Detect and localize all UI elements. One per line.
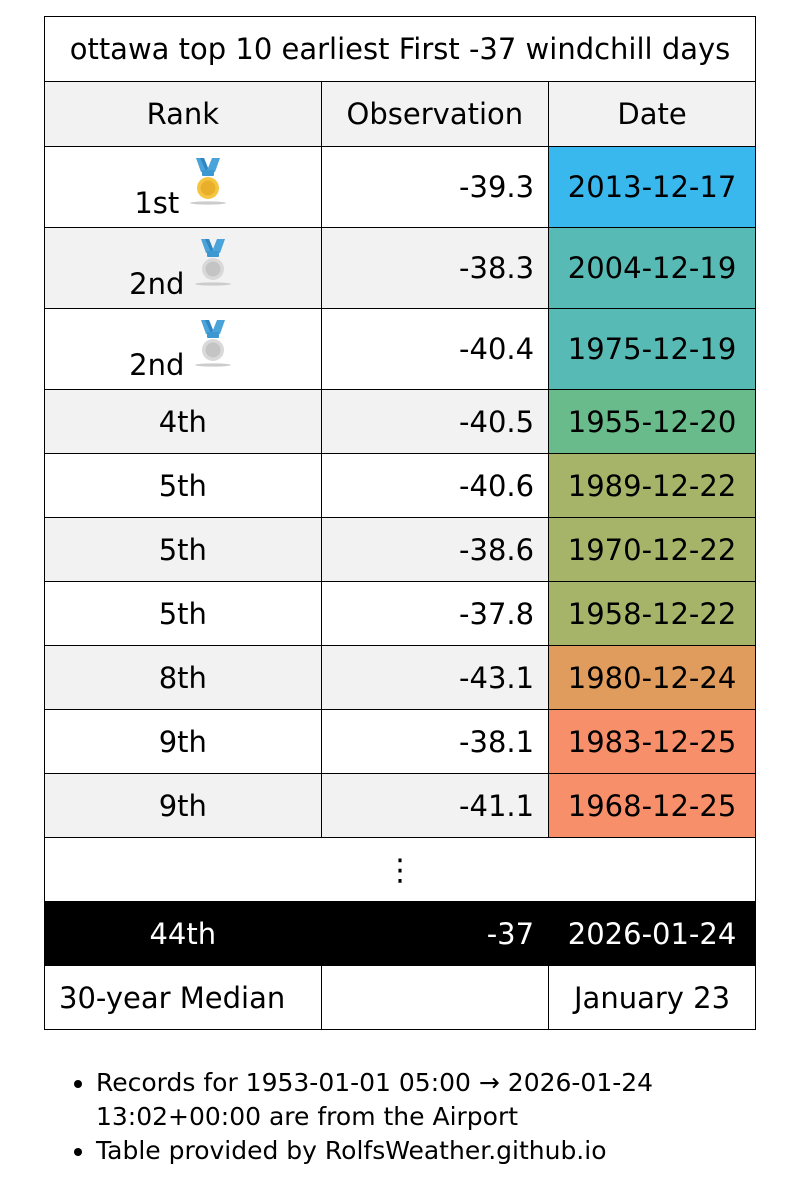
observation-cell: -43.1 xyxy=(320,645,550,710)
table-row: 1st -39.3 2013-12-17 xyxy=(44,146,756,228)
table-row: 8th -43.1 1980-12-24 xyxy=(44,645,756,710)
date-cell: 1968-12-25 xyxy=(548,773,756,838)
gold-medal-icon xyxy=(185,156,231,206)
observation-cell: -38.3 xyxy=(320,227,550,309)
observation-cell: -40.6 xyxy=(320,453,550,518)
date-cell: 1980-12-24 xyxy=(548,645,756,710)
rank-label: 2nd xyxy=(129,267,185,301)
header-observation: Observation xyxy=(320,81,550,147)
rank-label: 2nd xyxy=(129,348,185,382)
median-label: 30-year Median xyxy=(44,965,322,1030)
rank-cell: 9th xyxy=(44,709,322,774)
observation-cell: -38.1 xyxy=(320,709,550,774)
table-header-row: Rank Observation Date xyxy=(44,81,756,147)
table-title: ottawa top 10 earliest First -37 windchi… xyxy=(44,16,756,82)
rank-cell: 2nd xyxy=(44,308,322,390)
table-row: 9th -41.1 1968-12-25 xyxy=(44,773,756,838)
rank-cell: 8th xyxy=(44,645,322,710)
silver-medal-icon xyxy=(190,237,236,287)
median-observation xyxy=(320,965,550,1030)
table-row: 4th -40.5 1955-12-20 xyxy=(44,389,756,454)
observation-cell: -39.3 xyxy=(320,146,550,228)
date-cell: 2013-12-17 xyxy=(548,146,756,228)
observation-cell: -38.6 xyxy=(320,517,550,582)
date-cell: 1975-12-19 xyxy=(548,308,756,390)
table-body: 1st -39.3 2013-12-17 2nd -38.3 2004-12-19 2nd -… xyxy=(44,146,756,838)
median-date: January 23 xyxy=(548,965,756,1030)
median-row: 30-year Median January 23 xyxy=(44,965,756,1030)
date-cell: 2004-12-19 xyxy=(548,227,756,309)
table-row: 2nd -38.3 2004-12-19 xyxy=(44,227,756,309)
table-row: 2nd -40.4 1975-12-19 xyxy=(44,308,756,390)
observation-cell: -37.8 xyxy=(320,581,550,646)
date-cell: 1989-12-22 xyxy=(548,453,756,518)
observation-cell: -40.4 xyxy=(320,308,550,390)
date-cell: 1983-12-25 xyxy=(548,709,756,774)
note-item: Table provided by RolfsWeather.github.io xyxy=(96,1134,796,1168)
date-cell: 1955-12-20 xyxy=(548,389,756,454)
table-row: 5th -40.6 1989-12-22 xyxy=(44,453,756,518)
notes-list: Records for 1953-01-01 05:00 → 2026-01-2… xyxy=(52,1066,796,1168)
observation-cell: -41.1 xyxy=(320,773,550,838)
current-row: 44th -37 2026-01-24 xyxy=(44,901,756,966)
records-table: ottawa top 10 earliest First -37 windchi… xyxy=(44,16,756,1030)
silver-medal-icon xyxy=(190,318,236,368)
date-cell: 1958-12-22 xyxy=(548,581,756,646)
note-item: Records for 1953-01-01 05:00 → 2026-01-2… xyxy=(96,1066,796,1134)
current-observation: -37 xyxy=(320,901,550,966)
header-rank: Rank xyxy=(44,81,322,147)
rank-cell: 5th xyxy=(44,517,322,582)
rank-label: 1st xyxy=(134,186,180,220)
table-row: 9th -38.1 1983-12-25 xyxy=(44,709,756,774)
rank-cell: 5th xyxy=(44,453,322,518)
rank-cell: 4th xyxy=(44,389,322,454)
date-cell: 1970-12-22 xyxy=(548,517,756,582)
rank-cell: 1st xyxy=(44,146,322,228)
current-rank: 44th xyxy=(44,901,322,966)
current-date: 2026-01-24 xyxy=(548,901,756,966)
table-row: 5th -38.6 1970-12-22 xyxy=(44,517,756,582)
ellipsis-row: ⋮ xyxy=(44,837,756,902)
rank-cell: 9th xyxy=(44,773,322,838)
ellipsis: ⋮ xyxy=(385,852,415,888)
rank-cell: 2nd xyxy=(44,227,322,309)
table-row: 5th -37.8 1958-12-22 xyxy=(44,581,756,646)
observation-cell: -40.5 xyxy=(320,389,550,454)
header-date: Date xyxy=(548,81,756,147)
rank-cell: 5th xyxy=(44,581,322,646)
